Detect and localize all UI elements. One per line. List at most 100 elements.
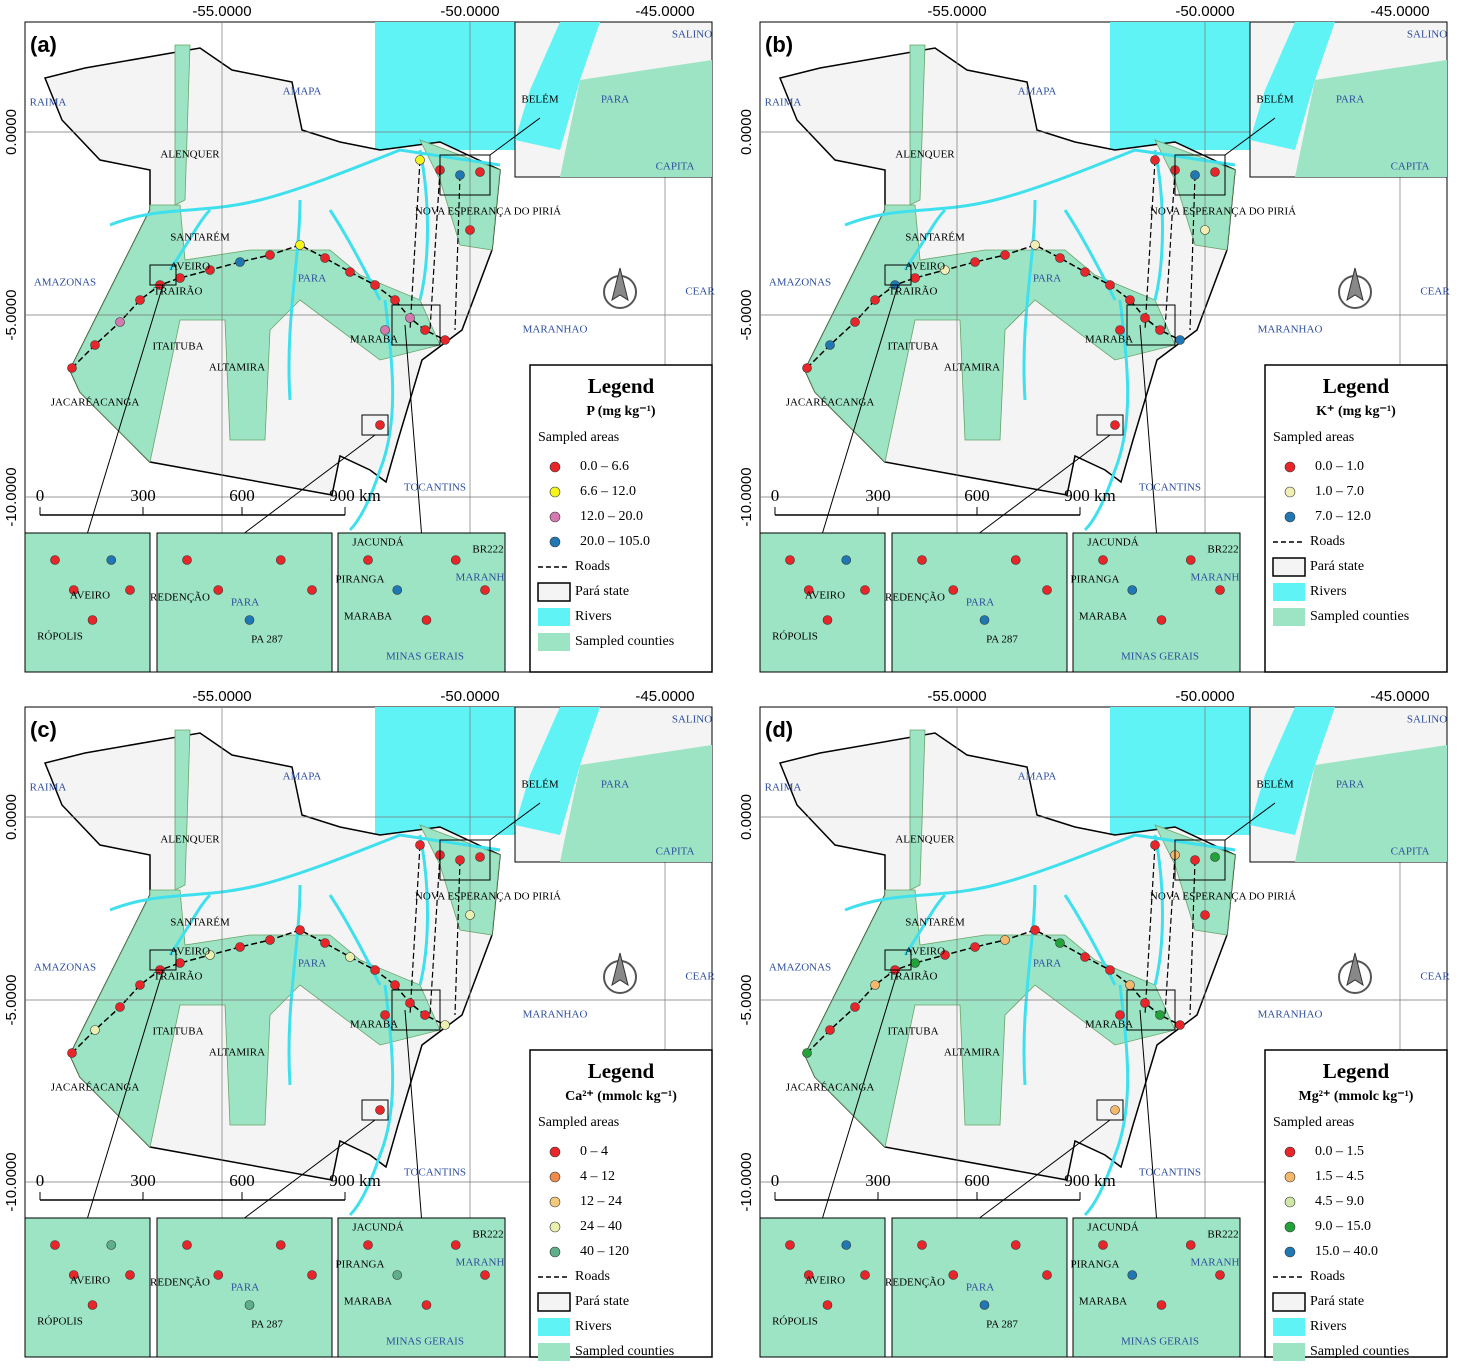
sample-point bbox=[1115, 325, 1125, 335]
place-name: CEAR bbox=[1420, 286, 1450, 298]
sample-point bbox=[1098, 1240, 1108, 1250]
river bbox=[328, 209, 382, 301]
place-name: NOVA ESPERANÇA DO PIRIÁ bbox=[1150, 891, 1296, 903]
legend-variable: P (mg kg⁻¹) bbox=[586, 404, 655, 419]
inset-place-name: RÓPOLIS bbox=[37, 1316, 83, 1328]
scale-label: 0 bbox=[771, 486, 780, 505]
river bbox=[418, 149, 429, 301]
inset-place-name: MARABA bbox=[1079, 611, 1127, 623]
place-name: MARABA bbox=[1085, 334, 1133, 346]
place-name: JACARÉACANGA bbox=[786, 1082, 875, 1094]
place-name: AMAPA bbox=[283, 771, 322, 783]
river bbox=[348, 984, 395, 1217]
legend-variable: Ca²⁺ (mmolc kg⁻¹) bbox=[565, 1089, 677, 1104]
sample-point bbox=[67, 363, 77, 373]
sample-point bbox=[421, 1300, 432, 1310]
map-panel: -55.0000 -50.0000 -45.0000 0.0000 -5.0000 -10… bbox=[3, 688, 715, 1361]
ocean bbox=[375, 22, 515, 150]
river bbox=[903, 893, 947, 956]
place-name: ALENQUER bbox=[160, 834, 220, 846]
sample-point bbox=[440, 1020, 450, 1030]
place-name: CEAR bbox=[685, 971, 715, 983]
sample-point bbox=[1030, 925, 1040, 935]
inset-place-name: BR222 bbox=[1207, 544, 1238, 556]
sample-point bbox=[979, 615, 990, 625]
legend-title: Legend bbox=[1323, 374, 1390, 398]
legend-symbol bbox=[1284, 511, 1296, 523]
place-name: MARABA bbox=[350, 1019, 398, 1031]
sample-point bbox=[420, 325, 430, 335]
legend-symbol bbox=[1284, 1171, 1296, 1183]
scale-label: 0 bbox=[771, 1171, 780, 1190]
inset-arrow bbox=[404, 1009, 422, 1219]
road bbox=[1144, 844, 1156, 1016]
place-name: AMAZONAS bbox=[34, 277, 96, 289]
sample-point bbox=[370, 280, 380, 290]
inset-arrow bbox=[244, 434, 376, 534]
longitude-label: -55.0000 bbox=[192, 3, 251, 20]
sample-point bbox=[182, 555, 192, 565]
legend-label: 0.0 – 6.6 bbox=[580, 459, 629, 474]
place-name: TOCANTINS bbox=[404, 482, 466, 494]
place-name: AVEIRO bbox=[170, 261, 210, 273]
place-name: JACARÉACANGA bbox=[51, 1082, 140, 1094]
inset-place-name: PA 287 bbox=[986, 1319, 1018, 1331]
sample-point bbox=[345, 952, 355, 962]
place-name: ITAITUBA bbox=[152, 341, 203, 353]
sample-point bbox=[970, 257, 980, 267]
inset-arrow bbox=[489, 802, 541, 841]
legend-title: Legend bbox=[588, 1059, 655, 1083]
sample-point bbox=[182, 1240, 192, 1250]
river bbox=[1083, 299, 1130, 532]
longitude-label: -55.0000 bbox=[927, 3, 986, 20]
sample-point bbox=[1150, 155, 1160, 165]
sample-point bbox=[785, 555, 795, 565]
inset-arrow bbox=[822, 284, 899, 534]
sample-point bbox=[90, 1025, 100, 1035]
sample-point bbox=[1175, 335, 1185, 345]
inset-box bbox=[1126, 304, 1176, 346]
inset-arrow bbox=[404, 324, 422, 534]
place-name: AMAPA bbox=[1018, 771, 1057, 783]
scale-label: 900 km bbox=[329, 486, 380, 505]
inset-place-name: PIRANGA bbox=[336, 1259, 385, 1271]
sample-point bbox=[135, 295, 145, 305]
north-arrow bbox=[1346, 267, 1364, 302]
legend-symbol bbox=[1284, 1196, 1296, 1208]
sample-point bbox=[970, 942, 980, 952]
sample-point bbox=[1080, 952, 1090, 962]
longitude-label: -50.0000 bbox=[1175, 3, 1234, 20]
place-name: MARANHAO bbox=[523, 1009, 588, 1021]
sample-point bbox=[90, 340, 100, 350]
sample-point bbox=[405, 313, 415, 323]
latitude-label: -10.0000 bbox=[3, 467, 20, 526]
inset-box bbox=[391, 304, 441, 346]
sample-point bbox=[370, 965, 380, 975]
inset-place-name: PARA bbox=[1336, 94, 1364, 106]
latitude-label: -10.0000 bbox=[738, 1152, 755, 1211]
sample-point bbox=[275, 555, 286, 565]
legend-symbol bbox=[1273, 608, 1305, 626]
inset-arrow bbox=[1224, 802, 1276, 841]
sample-point bbox=[1150, 840, 1160, 850]
inset-place-name: MINAS GERAIS bbox=[1121, 1336, 1199, 1348]
inset-place-name: AVEIRO bbox=[805, 590, 845, 602]
sample-point bbox=[1098, 555, 1108, 565]
sample-point bbox=[822, 615, 833, 625]
sample-point bbox=[244, 1300, 255, 1310]
place-name: RAIMA bbox=[765, 782, 802, 794]
inset-place-name: MARABA bbox=[1079, 1296, 1127, 1308]
place-name: MARANHAO bbox=[523, 324, 588, 336]
latitude-label: -5.0000 bbox=[738, 290, 755, 341]
place-name: ALTAMIRA bbox=[209, 362, 265, 374]
legend-label: 6.6 – 12.0 bbox=[580, 484, 636, 499]
place-name: MARABA bbox=[350, 334, 398, 346]
river bbox=[109, 833, 501, 912]
sample-point bbox=[363, 1240, 373, 1250]
legend-subtitle: Sampled areas bbox=[1273, 1115, 1354, 1130]
inset-place-name: BELÉM bbox=[1256, 94, 1293, 106]
place-name: NOVA ESPERANÇA DO PIRIÁ bbox=[415, 891, 561, 903]
sample-point bbox=[175, 273, 185, 283]
sample-point bbox=[917, 555, 927, 565]
sample-point bbox=[803, 585, 814, 595]
